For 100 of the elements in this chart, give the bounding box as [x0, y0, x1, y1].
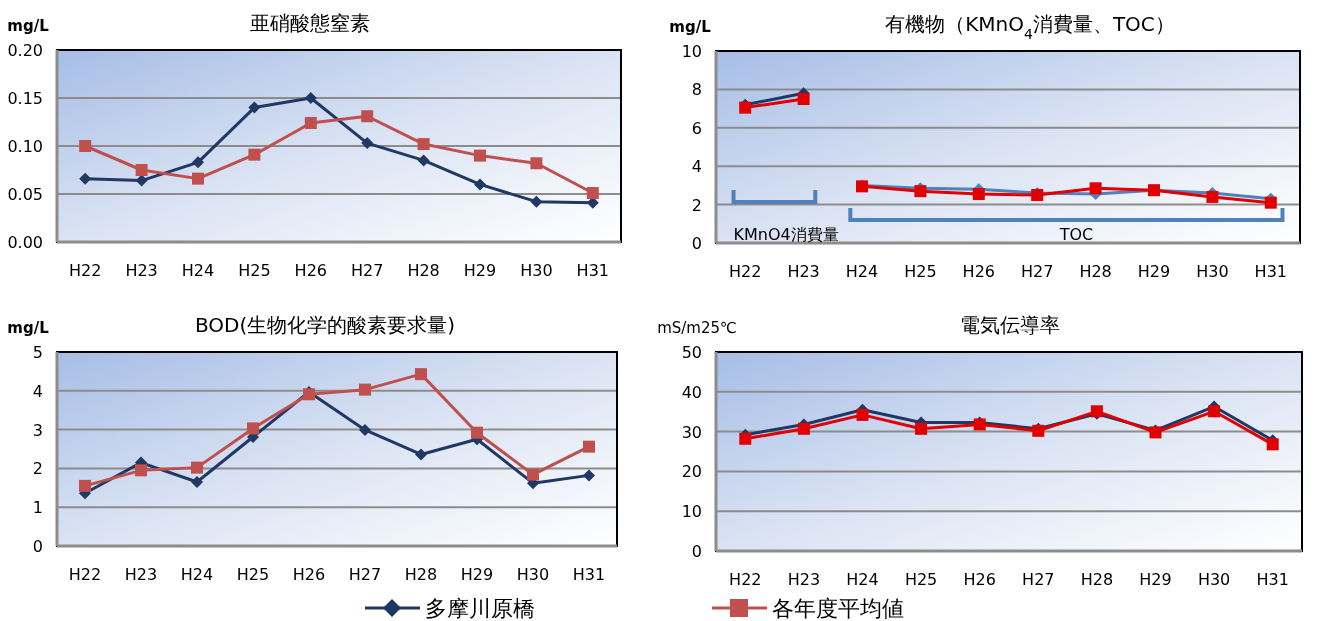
- point: [247, 422, 259, 435]
- x-tick-label: H30: [1197, 570, 1231, 589]
- y-tick-label: 6: [691, 118, 702, 138]
- x-tick-label: H25: [238, 261, 271, 280]
- legend-label: 多摩川原橋: [425, 596, 535, 621]
- x-tick-label: H27: [348, 565, 382, 584]
- point: [797, 93, 810, 105]
- x-tick-label: H31: [1256, 570, 1289, 589]
- point: [417, 154, 430, 167]
- point: [79, 140, 92, 152]
- x-tick-label: H23: [787, 570, 821, 589]
- x-tick-label: H25: [904, 262, 937, 281]
- x-tick-label: H24: [846, 570, 879, 589]
- point: [856, 408, 869, 421]
- y-tick-label: 0.10: [7, 137, 43, 156]
- point: [192, 172, 204, 185]
- y-tick-label: 1: [32, 498, 43, 518]
- point: [530, 195, 543, 208]
- legend-item: 多摩川原橋: [365, 596, 535, 621]
- y-tick-label: 0.15: [7, 89, 43, 108]
- x-tick-label: H22: [729, 262, 762, 281]
- y-tick-label: 0: [691, 542, 702, 561]
- chart-title: 亜硝酸態窒素: [250, 11, 370, 35]
- x-tick-label: H26: [294, 261, 327, 280]
- point: [361, 137, 374, 150]
- y-tick-label: 3: [32, 420, 43, 440]
- x-tick-label: H29: [463, 261, 497, 280]
- point: [915, 422, 928, 435]
- point: [135, 464, 147, 477]
- point: [583, 440, 595, 453]
- point: [1264, 196, 1277, 209]
- y-tick-label: 0.20: [7, 41, 43, 60]
- chart-title: 電気伝導率: [960, 313, 1060, 337]
- point: [248, 101, 261, 114]
- y-tick-label: 2: [691, 195, 702, 215]
- point: [797, 422, 810, 435]
- chart-title: 有機物（KMnO$_{4}$消費量、TOC）: [885, 12, 1175, 42]
- x-tick-label: H22: [729, 570, 762, 589]
- chart-title: BOD(生物化学的酸素要求量): [194, 313, 456, 337]
- point: [1089, 182, 1102, 195]
- y-tick-label: 4: [691, 157, 702, 177]
- y-tick-label: 0: [32, 537, 43, 556]
- point: [135, 164, 148, 176]
- point: [79, 479, 91, 492]
- y-tick-label: 40: [681, 382, 702, 402]
- y-tick-label: 0: [691, 234, 702, 253]
- point: [191, 461, 203, 474]
- x-tick-label: H29: [1137, 262, 1171, 281]
- point: [1266, 438, 1279, 451]
- point: [191, 475, 203, 488]
- annotation: TOC: [1058, 225, 1094, 244]
- y-axis-title: mS/m25℃: [657, 319, 737, 337]
- point: [586, 187, 599, 200]
- x-tick-label: H22: [68, 565, 102, 584]
- point: [530, 157, 543, 170]
- x-tick-label: H28: [1079, 262, 1112, 281]
- x-tick-label: H22: [69, 261, 102, 280]
- annotation: KMnO4消費量: [733, 225, 839, 244]
- y-tick-label: 30: [681, 422, 702, 442]
- x-tick-label: H24: [845, 262, 879, 281]
- y-axis-title: mg/L: [669, 18, 712, 36]
- x-tick-label: H26: [292, 565, 326, 584]
- point: [583, 469, 595, 482]
- point: [972, 188, 985, 201]
- x-tick-label: H25: [236, 565, 270, 584]
- point: [527, 468, 539, 481]
- x-tick-label: H27: [1021, 262, 1054, 281]
- x-tick-label: H25: [904, 570, 938, 589]
- x-tick-label: H23: [787, 262, 820, 281]
- y-tick-label: 8: [691, 80, 702, 100]
- y-tick-label: 10: [681, 502, 702, 522]
- y-tick-label: 20: [681, 462, 702, 482]
- x-tick-label: H31: [1254, 262, 1287, 281]
- y-tick-label: 0.00: [7, 233, 43, 252]
- x-tick-label: H27: [1022, 570, 1055, 589]
- x-tick-label: H27: [351, 261, 384, 280]
- point: [304, 116, 317, 129]
- point: [471, 426, 483, 439]
- x-tick-label: H30: [516, 565, 550, 584]
- legend-label: 各年度平均値: [772, 596, 904, 621]
- y-axis-title: mg/L: [7, 17, 50, 35]
- x-tick-label: H31: [572, 565, 606, 584]
- x-tick-label: H24: [181, 261, 215, 280]
- x-tick-label: H28: [407, 261, 440, 280]
- x-tick-label: H29: [1139, 570, 1172, 589]
- point: [474, 178, 486, 191]
- x-tick-label: H28: [404, 565, 438, 584]
- x-tick-label: H30: [520, 261, 553, 280]
- point: [248, 148, 261, 161]
- point: [359, 423, 371, 436]
- point: [474, 149, 486, 162]
- point: [739, 432, 752, 445]
- point: [79, 172, 92, 185]
- y-tick-label: 50: [681, 343, 702, 362]
- x-tick-label: H28: [1080, 570, 1114, 589]
- point: [417, 138, 430, 151]
- point: [415, 448, 427, 461]
- y-axis-title: mg/L: [7, 319, 50, 337]
- point: [359, 383, 371, 396]
- x-tick-label: H23: [125, 261, 158, 280]
